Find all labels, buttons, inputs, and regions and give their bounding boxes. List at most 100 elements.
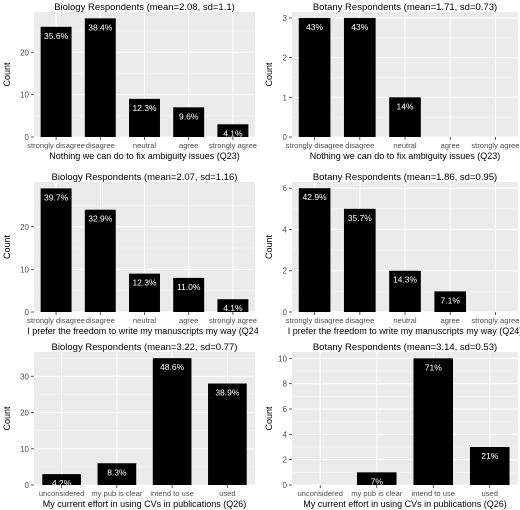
bar-data-label: 4.1% <box>223 303 243 313</box>
bar-data-label: 35.7% <box>348 213 373 223</box>
y-tick-label: 6 <box>283 184 288 193</box>
x-tick-label: neutral <box>133 141 157 150</box>
bar <box>40 188 72 312</box>
y-axis-label: Count <box>264 235 274 260</box>
bar-data-label: 4.2% <box>52 478 72 488</box>
x-tick-label: strongly disagree <box>286 141 344 150</box>
bar-data-label: 14% <box>396 101 413 111</box>
bar-data-label: 39.7% <box>44 192 69 202</box>
bar <box>389 270 421 312</box>
x-tick-label: unconsidered <box>39 489 85 498</box>
x-tick-label: neutral <box>393 141 417 150</box>
bar <box>208 383 247 485</box>
x-tick-label: disagree <box>345 141 374 150</box>
x-tick-label: agree <box>179 316 198 325</box>
y-tick-label: 20 <box>20 409 29 418</box>
bar <box>298 17 331 138</box>
bar-data-label: 8.3% <box>107 467 127 477</box>
bar-data-label: 7% <box>371 476 384 486</box>
y-tick-label: 2 <box>283 267 288 276</box>
bar <box>173 107 205 137</box>
x-tick-label: disagree <box>86 316 115 325</box>
bar-data-label: 11.0% <box>177 282 201 292</box>
x-tick-label: strongly agree <box>471 141 519 150</box>
x-tick-label: intend to use <box>150 489 194 498</box>
bar <box>217 124 249 137</box>
chart-title: Botany Respondents (mean=1.71, sd=0.73) <box>313 2 497 13</box>
bar <box>389 97 421 137</box>
y-tick-label: 20 <box>20 48 29 57</box>
bar-data-label: 43% <box>351 22 368 32</box>
y-tick-label: 10 <box>278 354 287 363</box>
bar <box>97 463 137 485</box>
chart-title: Biology Respondents (mean=2.07, sd=1.16) <box>52 172 238 183</box>
bar <box>356 472 397 485</box>
chart-panel-5: 0 10 20 30 4.2%unconsidered 8.3% my pub is cle… <box>2 342 255 509</box>
bar <box>434 291 467 312</box>
x-tick-label: strongly disagree <box>27 141 85 150</box>
y-tick-label: 8 <box>283 380 288 389</box>
x-tick-label: disagree <box>345 316 374 325</box>
bar <box>42 474 81 485</box>
y-axis-label: Count <box>2 62 12 87</box>
x-tick-label: strongly agree <box>209 316 257 325</box>
x-tick-label: unconsidered <box>297 489 343 498</box>
x-tick-label: strongly agree <box>209 141 257 150</box>
x-axis-label: Nothing we can do to fix ambiguity issue… <box>310 151 501 161</box>
bar-data-label: 4.1% <box>223 128 243 138</box>
x-tick-label: used <box>219 489 235 498</box>
y-axis-label: Count <box>2 235 12 260</box>
y-axis-label: Count <box>2 406 12 431</box>
bar-data-label: 48.6% <box>160 362 185 372</box>
chart-panel-1: 0 10 20 35.6% strongly disagree 38.4% disagree… <box>2 2 257 161</box>
y-tick-label: 3 <box>283 14 288 23</box>
y-tick-label: 4 <box>283 225 288 234</box>
bar-data-label: 7.1% <box>441 295 461 305</box>
bar-data-label: 42.9% <box>303 192 328 202</box>
y-tick-label: 0 <box>25 308 30 317</box>
x-axis-label: My current effort in using CVs in public… <box>43 499 246 509</box>
x-axis-label: I prefer the freedom to write my manuscr… <box>27 326 258 336</box>
y-tick-label: 10 <box>20 265 29 274</box>
x-tick-label: my pub is clear <box>351 489 403 498</box>
chart-panel-6: 0 2 4 6 8 10 unconsidered 7% my pub is clear 71% i… <box>264 342 518 509</box>
bar <box>343 17 376 138</box>
y-tick-label: 10 <box>20 445 29 454</box>
y-tick-label: 2 <box>283 54 288 63</box>
y-tick-label: 20 <box>20 223 29 232</box>
bar-data-label: 32.9% <box>88 214 113 224</box>
y-tick-label: 1 <box>283 93 288 102</box>
x-tick-label: strongly disagree <box>27 316 85 325</box>
bar <box>129 273 160 312</box>
x-tick-label: agree <box>179 141 198 150</box>
x-tick-label: intend to use <box>412 489 456 498</box>
y-tick-label: 0 <box>283 481 288 490</box>
y-tick-label: 30 <box>20 372 29 381</box>
chart-title: Botany Respondents (mean=3.14, sd=0.53) <box>313 342 497 353</box>
bar-data-label: 71% <box>425 362 442 372</box>
chart-panel-4: 0 2 4 6 42.9% strongly disagree 35.7% disagree 1… <box>264 172 520 336</box>
bar <box>84 209 116 312</box>
chart-title: Biology Respondents (mean=2.08, sd=1.1) <box>54 2 235 13</box>
x-axis-label: My current effort in using CVs in public… <box>303 499 506 509</box>
bar-data-label: 12.3% <box>132 103 157 113</box>
bar-data-label: 12.3% <box>132 278 157 288</box>
bar <box>40 26 72 138</box>
y-tick-label: 2 <box>283 456 288 465</box>
bar <box>84 18 116 137</box>
bar-data-label: 38.9% <box>215 388 240 398</box>
bar <box>469 447 510 485</box>
bar <box>298 188 331 312</box>
x-tick-label: agree <box>440 316 459 325</box>
bar <box>343 208 376 312</box>
y-tick-label: 10 <box>20 91 29 100</box>
x-axis-label: I prefer the freedom to write my manuscr… <box>288 326 520 336</box>
y-tick-label: 0 <box>283 308 288 317</box>
chart-title: Botany Respondents (mean=1.86, sd=0.95) <box>313 172 497 183</box>
x-tick-label: disagree <box>86 141 115 150</box>
chart-panel-3: 0 10 20 39.7% strongly disagree 32.9% disagree… <box>2 172 258 336</box>
bar <box>173 277 205 312</box>
bar <box>413 358 454 485</box>
x-tick-label: neutral <box>393 316 417 325</box>
